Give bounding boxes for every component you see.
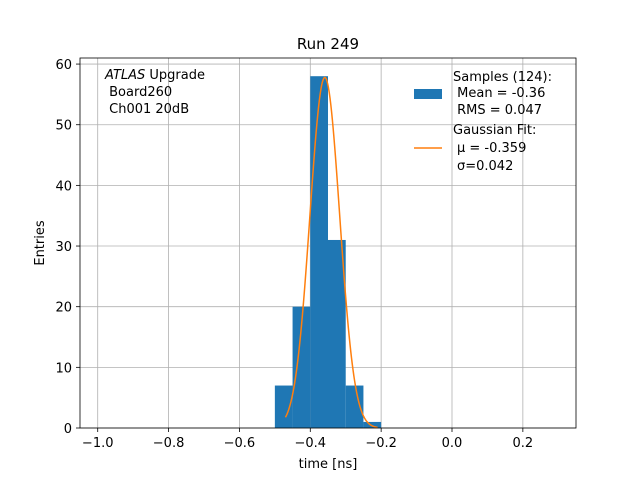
annotation-channel: Ch001 20dB xyxy=(105,102,189,117)
histogram-bar xyxy=(363,421,382,428)
y-tick-label: 50 xyxy=(55,119,72,134)
x-axis-label: time [ns] xyxy=(299,457,358,472)
legend-swatch-samples xyxy=(414,89,442,99)
histogram-bar xyxy=(274,385,293,428)
x-tick-label: −1.0 xyxy=(82,436,114,451)
legend-fit-label: Gaussian Fit: xyxy=(453,123,536,138)
x-tick-label: −0.6 xyxy=(224,436,256,451)
y-tick-label: 60 xyxy=(55,58,72,73)
legend-samples-label: Samples (124): xyxy=(453,70,552,85)
legend-mean-label: Mean = -0.36 xyxy=(453,86,545,101)
gaussian-fit xyxy=(284,76,378,429)
annotation-experiment: ATLAS xyxy=(104,68,145,83)
histogram-bar xyxy=(345,385,364,428)
annotation-suffix: Upgrade xyxy=(145,68,205,83)
y-tick-label: 30 xyxy=(55,240,72,255)
x-tick-label: −0.2 xyxy=(365,436,397,451)
x-tick-label: −0.4 xyxy=(294,436,326,451)
legend-mu-label: μ = -0.359 xyxy=(457,141,526,156)
y-tick-label: 40 xyxy=(55,179,72,194)
histogram-bar xyxy=(292,306,311,428)
y-axis-ticks: 0 10 20 30 40 50 60 xyxy=(55,58,80,437)
x-tick-label: −0.8 xyxy=(153,436,185,451)
y-tick-label: 10 xyxy=(55,361,72,376)
annotation: ATLAS Upgrade Board260 Ch001 20dB xyxy=(104,68,205,117)
x-tick-label: 0.2 xyxy=(513,436,534,451)
histogram-bar xyxy=(328,239,346,428)
y-axis-label: Entries xyxy=(33,220,48,266)
legend-sigma-label: σ=0.042 xyxy=(457,159,513,174)
axes-frame xyxy=(79,57,577,429)
annotation-line-1: ATLAS Upgrade xyxy=(104,68,205,83)
x-tick-label: 0.0 xyxy=(442,436,463,451)
y-tick-label: 20 xyxy=(55,301,72,316)
chart-title: Run 249 xyxy=(297,35,359,53)
fit-curve xyxy=(284,76,378,429)
histogram-bar xyxy=(310,76,328,429)
legend-rms-label: RMS = 0.047 xyxy=(453,103,542,118)
legend: Samples (124): Mean = -0.36 RMS = 0.047 … xyxy=(414,70,552,174)
x-axis-ticks: −1.0 −0.8 −0.6 −0.4 −0.2 0.0 0.2 xyxy=(82,428,533,451)
annotation-board: Board260 xyxy=(105,85,172,100)
histogram-bars xyxy=(274,76,382,429)
y-tick-label: 0 xyxy=(64,422,72,437)
